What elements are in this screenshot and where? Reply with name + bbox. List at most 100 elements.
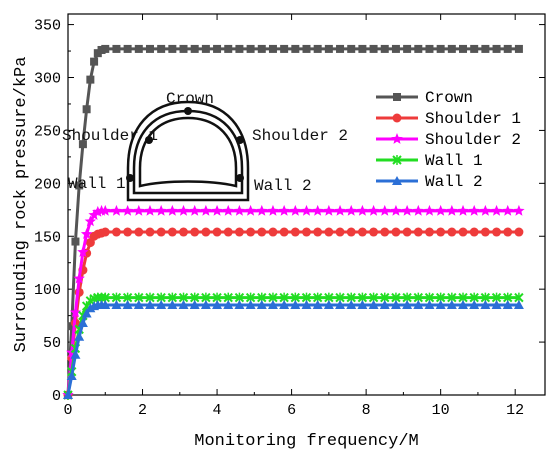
monitoring-point-wall-2	[236, 174, 244, 182]
x-tick-label: 6	[287, 402, 296, 419]
series-wall-2-point	[469, 300, 480, 310]
series-wall-2-point	[290, 300, 301, 310]
series-shoulder-1-point	[335, 227, 345, 237]
series-shoulder-2-point	[311, 204, 324, 216]
tunnel-outer-lining	[126, 100, 250, 202]
series-crown-point	[358, 44, 367, 53]
series-wall-2-point	[357, 300, 368, 310]
y-tick-label: 100	[34, 282, 61, 299]
series-shoulder-2-point	[278, 204, 290, 216]
series-wall-2-point	[156, 300, 167, 310]
series-shoulder-2-point	[222, 204, 234, 216]
y-axis-label: Surrounding rock pressure/kPa	[12, 57, 31, 353]
series-crown-point	[235, 44, 244, 53]
series-wall-2-point	[70, 349, 81, 359]
y-tick-label: 250	[34, 123, 61, 140]
series-shoulder-1-point	[201, 227, 211, 237]
series-crown-point	[492, 44, 501, 53]
series-crown-point	[101, 44, 110, 53]
series-crown-point	[425, 44, 434, 53]
series-crown-point	[179, 44, 188, 53]
series-shoulder-2-point	[323, 204, 335, 216]
series-crown-point	[224, 44, 233, 53]
x-tick-label: 0	[63, 402, 72, 419]
series-shoulder-1-point	[302, 227, 311, 237]
series-shoulder-1-point	[123, 227, 133, 237]
series-shoulder-1-point	[100, 227, 110, 237]
series-shoulder-2-point	[233, 204, 246, 216]
series-shoulder-1-point	[156, 227, 166, 237]
series-wall-2-point	[491, 300, 502, 310]
series-shoulder-2-point	[502, 204, 514, 216]
series-wall-2-point	[513, 300, 524, 310]
series-shoulder-2-point	[144, 204, 156, 216]
series-wall-2-point	[379, 300, 390, 310]
series-shoulder-2-point	[189, 204, 201, 216]
series-wall-2-point	[200, 300, 211, 310]
series-shoulder-1-point	[111, 227, 121, 237]
series-crown-point	[459, 44, 468, 53]
inset-label-shoulder-1: Shoulder 1	[62, 127, 158, 145]
inset-label-shoulder-2: Shoulder 2	[252, 127, 348, 145]
series-wall-2-point	[245, 300, 256, 310]
series-shoulder-1-point	[268, 227, 278, 237]
series-wall-2-point	[66, 370, 77, 380]
series-crown-point	[514, 44, 523, 53]
series-crown-point	[190, 44, 199, 53]
series-crown-point	[414, 44, 423, 53]
series-crown-point	[257, 44, 266, 53]
series-crown-point	[268, 44, 277, 53]
series-crown-point	[280, 44, 289, 53]
series-crown-point	[67, 322, 76, 331]
series-shoulder-2-point	[334, 204, 346, 216]
series-wall-2-point	[223, 300, 234, 310]
series-crown-point	[347, 44, 356, 53]
series-shoulder-2-point	[99, 204, 111, 216]
series-shoulder-2-point	[244, 204, 257, 216]
series-shoulder-2-point	[77, 246, 89, 257]
y-tick-label: 300	[34, 71, 61, 88]
x-tick-label: 2	[138, 402, 147, 419]
series-shoulder-1	[63, 227, 524, 400]
series-shoulder-2-point	[356, 204, 369, 216]
series-shoulder-2-point	[423, 204, 436, 216]
series-wall-2-point	[368, 300, 379, 310]
inset-label-wall-2: Wall 2	[254, 177, 312, 195]
y-tick-label: 200	[34, 176, 61, 193]
series-wall-1-line	[66, 296, 519, 396]
series-shoulder-1-point	[145, 227, 155, 237]
series-shoulder-1-point	[290, 227, 300, 237]
series-crown-point	[246, 44, 255, 53]
series-shoulder-2-point	[92, 205, 104, 217]
series-wall-2-point	[212, 300, 223, 310]
tunnel-inset: Crown Shoulder 1 Shoulder 2 Wall 1 Wall …	[62, 90, 348, 202]
series-crown-point	[112, 44, 121, 53]
series-shoulder-2-point	[155, 204, 167, 216]
series-shoulder-2-point	[300, 204, 313, 216]
series-shoulder-2-point	[267, 204, 279, 216]
legend-entry-wall-1: Wall 1	[376, 152, 483, 170]
series-wall-2-point	[312, 300, 323, 310]
series-wall-2-point	[178, 300, 189, 310]
series-shoulder-1-point	[413, 227, 423, 237]
series-shoulder-2-point	[200, 204, 212, 216]
series-layer	[62, 44, 525, 400]
series-crown-point	[134, 44, 143, 53]
series-shoulder-1-point	[324, 227, 334, 237]
series-wall-2-point	[346, 300, 357, 310]
series-wall-2-point	[122, 300, 133, 310]
series-shoulder-1-point	[346, 227, 356, 237]
legend-entry-crown-label: Crown	[425, 89, 473, 107]
series-wall-2-point	[446, 300, 457, 310]
legend-entry-wall-1-label: Wall 1	[425, 152, 483, 170]
series-crown-point	[201, 44, 210, 53]
series-shoulder-1-point	[212, 227, 222, 237]
series-shoulder-2-point	[479, 204, 492, 216]
series-shoulder-2-point	[80, 228, 93, 239]
series-wall-2-point	[234, 300, 245, 310]
series-crown-point	[436, 44, 445, 53]
series-wall-2-point	[167, 300, 178, 310]
series-shoulder-2-point	[73, 272, 85, 284]
series-shoulder-1-point	[402, 227, 412, 237]
